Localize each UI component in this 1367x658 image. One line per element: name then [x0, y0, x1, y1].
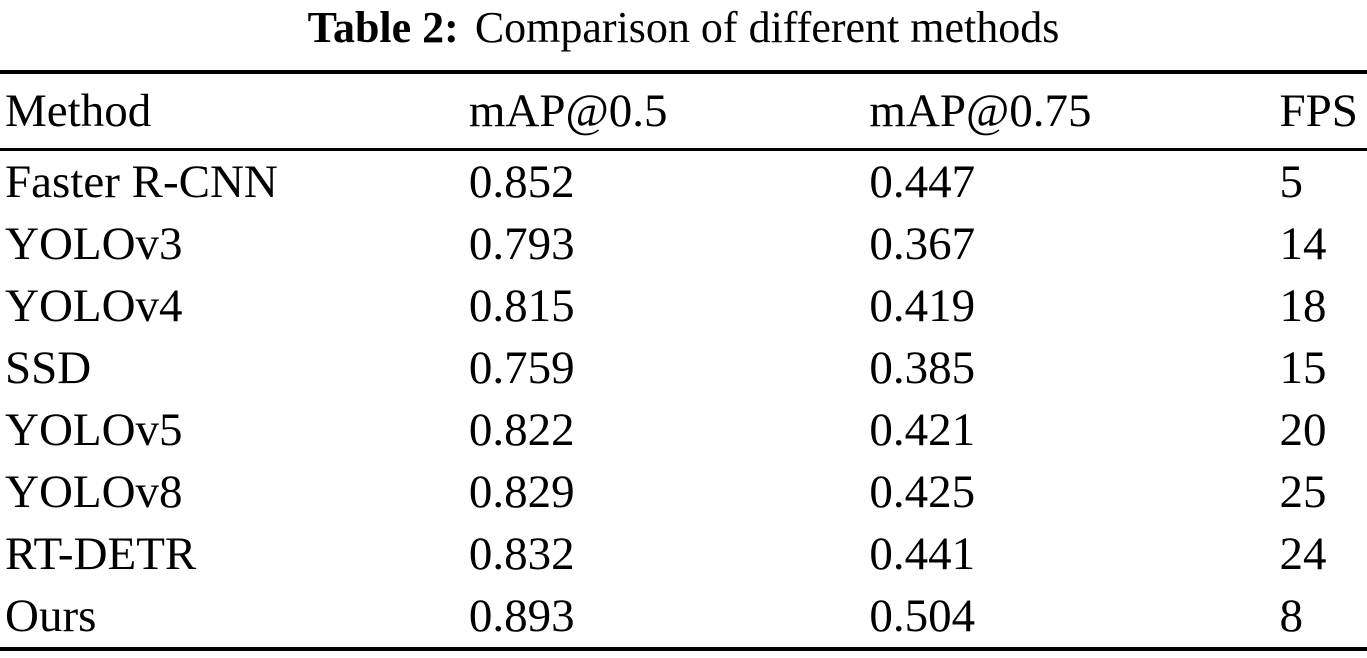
method-cell: YOLOv4 — [5, 280, 183, 332]
column-header-map75: mAP@0.75 — [869, 85, 1092, 137]
table-row: RT-DETR 0.832 0.441 24 — [0, 523, 1367, 585]
fps-cell: 15 — [1279, 342, 1327, 394]
table-caption-label: Table 2: — [307, 3, 459, 52]
method-cell: YOLOv8 — [5, 466, 183, 518]
map50-cell: 0.832 — [468, 528, 575, 580]
map75-cell: 0.385 — [869, 342, 976, 394]
map50-cell: 0.893 — [468, 590, 575, 642]
table-row: SSD 0.759 0.385 15 — [0, 337, 1367, 399]
map75-cell: 0.419 — [869, 280, 976, 332]
column-header-map50: mAP@0.5 — [468, 85, 668, 137]
map50-cell: 0.852 — [468, 156, 575, 208]
map50-cell: 0.822 — [468, 404, 575, 456]
fps-cell: 20 — [1279, 404, 1327, 456]
table-caption-text: Comparison of different methods — [474, 3, 1060, 52]
fps-cell: 14 — [1279, 218, 1327, 270]
table-header-row: Method mAP@0.5 mAP@0.75 FPS — [0, 72, 1367, 150]
column-header-fps: FPS — [1279, 85, 1358, 137]
map75-cell: 0.421 — [869, 404, 976, 456]
method-cell: YOLOv5 — [5, 404, 183, 456]
map50-cell: 0.793 — [468, 218, 575, 270]
fps-cell: 8 — [1279, 590, 1303, 642]
method-cell: SSD — [5, 342, 92, 394]
table-row: YOLOv3 0.793 0.367 14 — [0, 213, 1367, 275]
fps-cell: 25 — [1279, 466, 1327, 518]
method-cell: YOLOv3 — [5, 218, 183, 270]
table-row: YOLOv4 0.815 0.419 18 — [0, 275, 1367, 337]
map50-cell: 0.829 — [468, 466, 575, 518]
table-row: Ours 0.893 0.504 8 — [0, 585, 1367, 649]
map75-cell: 0.425 — [869, 466, 976, 518]
map75-cell: 0.447 — [869, 156, 976, 208]
map75-cell: 0.504 — [869, 590, 976, 642]
fps-cell: 24 — [1279, 528, 1327, 580]
map50-cell: 0.815 — [468, 280, 575, 332]
table-row: Faster R-CNN 0.852 0.447 5 — [0, 150, 1367, 214]
fps-cell: 18 — [1279, 280, 1327, 332]
map75-cell: 0.441 — [869, 528, 976, 580]
method-cell: Faster R-CNN — [5, 156, 278, 208]
method-cell: Ours — [5, 590, 97, 642]
method-cell: RT-DETR — [5, 528, 197, 580]
comparison-table: Method mAP@0.5 mAP@0.75 FPS Faster R-CNN… — [0, 70, 1367, 651]
column-header-method: Method — [5, 85, 152, 137]
table-caption: Table 2: Comparison of different methods — [0, 0, 1367, 54]
table-row: YOLOv8 0.829 0.425 25 — [0, 461, 1367, 523]
map50-cell: 0.759 — [468, 342, 575, 394]
map75-cell: 0.367 — [869, 218, 976, 270]
fps-cell: 5 — [1279, 156, 1303, 208]
table-row: YOLOv5 0.822 0.421 20 — [0, 399, 1367, 461]
